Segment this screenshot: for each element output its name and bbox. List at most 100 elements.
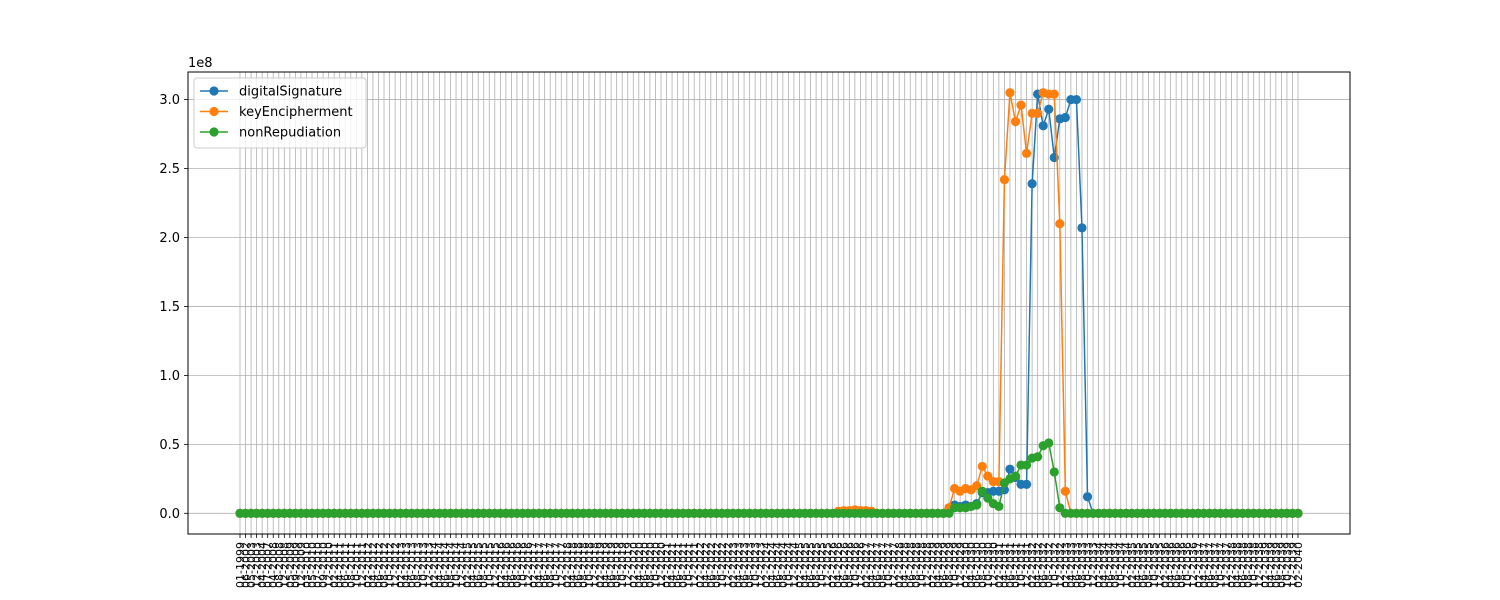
x-tick-label: 02-2033 [1059,542,1072,588]
data-point [1071,94,1082,105]
x-tick-label: 02-2026 [827,542,840,588]
x-tick-label: 12-2036 [1187,542,1200,588]
x-tick-label: 10-2039 [1281,542,1294,588]
x-tick-label: 08-2015 [478,542,491,588]
x-tick-label: 06-2015 [472,542,485,588]
x-tick-label: 08-2028 [910,542,923,588]
x-tick-label: 10-2032 [1048,542,1061,588]
x-tick-label: 02-2023 [727,542,740,588]
x-tick-label: 10-2033 [1082,542,1095,588]
x-tick-label: 02-2012 [361,542,374,588]
x-tick-label: 12-2038 [1253,542,1266,588]
x-tick-label: 08-2019 [611,542,624,588]
x-tick-label: 08-2031 [1009,542,1022,588]
x-tick-label: 08-2027 [877,542,890,588]
x-tick-label: 02-2018 [561,542,574,588]
x-tick-label: 04-2038 [1231,542,1244,588]
x-tick-label: 06-2002 [240,542,253,588]
data-point [994,501,1004,512]
x-tick-label: 10-2024 [782,542,795,588]
x-tick-label: 12-2017 [555,542,568,588]
x-tick-label: 06-2023 [738,542,751,588]
x-tick-label: 09-2009 [289,542,302,588]
x-tick-label: 12-2023 [755,542,768,588]
plot-frame [187,71,1351,535]
x-tick-label: 12-2020 [655,542,668,588]
x-tick-label: 08-2030 [976,542,989,588]
x-tick-label: 12-2016 [522,542,535,588]
x-tick-label: 12-2019 [622,542,635,588]
x-tick-label: 03-2010 [300,542,313,588]
x-tick-label: 10-2021 [683,542,696,588]
x-tick-label: 02-2025 [793,542,806,588]
legend-marker [209,127,219,137]
x-tick-label: 10-2013 [417,542,430,588]
x-tick-label: 04-2014 [433,542,446,588]
x-tick-label: 12-2022 [721,542,734,588]
data-point [1010,117,1021,127]
x-tick-label: 10-2037 [1214,542,1227,588]
x-tick-label: 06-2031 [1004,542,1017,588]
x-tick-label: 12-2025 [821,542,834,588]
x-tick-label: 06-2027 [871,542,884,588]
x-tick-label: 10-2023 [749,542,762,588]
data-point [1010,471,1021,481]
x-tick-label: 04-2021 [666,542,679,588]
x-tick-label: 02-2030 [960,542,973,588]
y-axis: 0.0 0.5 1.0 1.5 2.0 2.5 3.0 [159,93,188,522]
x-tick-label: 08-2020 [644,542,657,588]
x-tick-label: 10-2019 [616,542,629,588]
x-tick-label: 04-2034 [1098,542,1111,588]
x-tick-label: 08-2035 [1142,542,1155,588]
x-tick-label: 04-2035 [1131,542,1144,588]
x-tick-label: 02-2035 [1126,542,1139,588]
x-tick-label: 08-2024 [777,542,790,588]
x-tick-label: 10-2014 [450,542,463,588]
legend-box [193,77,367,149]
data-point [1044,104,1054,114]
data-point [1060,486,1070,496]
x-tick-label: 02-2038 [1226,542,1239,588]
x-tick-label: 12-2024 [788,542,801,588]
series-layer [235,88,1303,518]
data-point [1021,460,1032,470]
x-tick-label: 02-2036 [1159,542,1172,588]
x-tick-label: 06-2037 [1203,542,1216,588]
x-tick-label: 08-2032 [1043,542,1056,588]
data-point [1005,88,1015,98]
x-tick-label: 10-2034 [1115,542,1128,588]
x-tick-label: 08-2022 [710,542,723,588]
x-tick-label: 08-2012 [378,542,391,588]
x-tick-label: 08-2037 [1209,542,1222,588]
x-tick-label: 06-2017 [539,542,552,588]
x-tick-label: 08-2011 [345,542,358,588]
x-tick-label: 08-2034 [1109,542,1122,588]
data-point [1060,112,1070,123]
x-tick-label: 05-2010 [306,542,319,588]
x-tick-label: 04-2012 [367,542,380,588]
x-tick-label: 10-2036 [1181,542,1194,588]
x-tick-label: 02-2016 [494,542,507,588]
x-tick-label: 06-2018 [572,542,585,588]
x-tick-label: 10-2012 [384,542,397,588]
y-tick-label: 0.5 [159,438,180,453]
x-tick-label: 10-2038 [1248,542,1261,588]
x-tick-label: 06-2029 [937,542,950,588]
x-tick-label: 08-2029 [943,542,956,588]
x-tick-label: 08-2025 [810,542,823,588]
x-tick-label: 04-2025 [799,542,812,588]
x-tick-label: 10-2035 [1148,542,1161,588]
x-tick-label: 08-2038 [1242,542,1255,588]
x-tick-label: 06-2014 [439,542,452,588]
x-tick-label: 12-2033 [1087,542,1100,588]
y-tick-label: 0.0 [159,507,180,522]
x-tick-label: 06-2038 [1237,542,1250,588]
y-tick-label: 2.5 [159,162,180,177]
x-tick-label: 02-2034 [1093,542,1106,588]
x-tick-label: 02-2020 [627,542,640,588]
x-tick-label: 06-2012 [372,542,385,588]
x-tick-label: 04-2028 [899,542,912,588]
y-tick-label: 1.5 [159,300,180,315]
x-tick-label: 08-2023 [744,542,757,588]
x-tick-label: 09-2010 [317,542,330,588]
